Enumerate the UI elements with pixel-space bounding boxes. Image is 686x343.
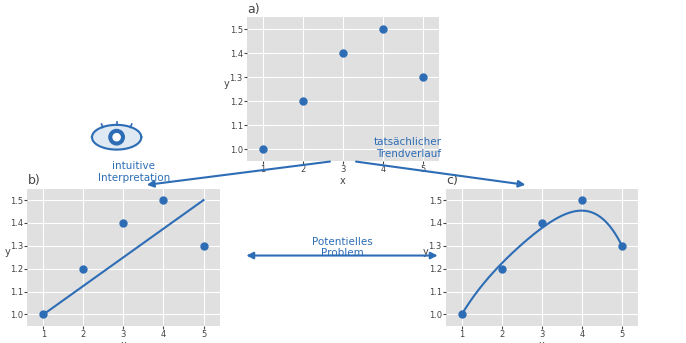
Point <box>158 197 169 203</box>
Point <box>38 312 49 317</box>
X-axis label: x: x <box>121 340 126 343</box>
Point <box>338 50 348 56</box>
Point <box>418 74 429 80</box>
Point <box>617 243 628 249</box>
Point <box>118 220 129 226</box>
Point <box>78 266 89 271</box>
Text: a): a) <box>247 3 259 16</box>
Point <box>257 146 268 152</box>
Point <box>198 243 209 249</box>
Point <box>576 197 587 203</box>
Text: b): b) <box>27 175 40 188</box>
Point <box>456 312 467 317</box>
Y-axis label: y: y <box>4 247 10 257</box>
Text: tatsächlicher
Trendverlauf: tatsächlicher Trendverlauf <box>374 137 442 159</box>
Y-axis label: y: y <box>224 79 230 89</box>
Y-axis label: y: y <box>423 247 429 257</box>
Circle shape <box>113 134 120 141</box>
X-axis label: x: x <box>340 176 346 186</box>
Point <box>298 98 309 104</box>
Circle shape <box>109 130 124 145</box>
X-axis label: x: x <box>539 340 545 343</box>
Point <box>497 266 508 271</box>
Text: Potentielles
Problem: Potentielles Problem <box>312 237 372 258</box>
Point <box>536 220 547 226</box>
Point <box>377 26 388 32</box>
Text: intuitive
Interpretation: intuitive Interpretation <box>97 161 170 183</box>
Text: c): c) <box>446 175 458 188</box>
